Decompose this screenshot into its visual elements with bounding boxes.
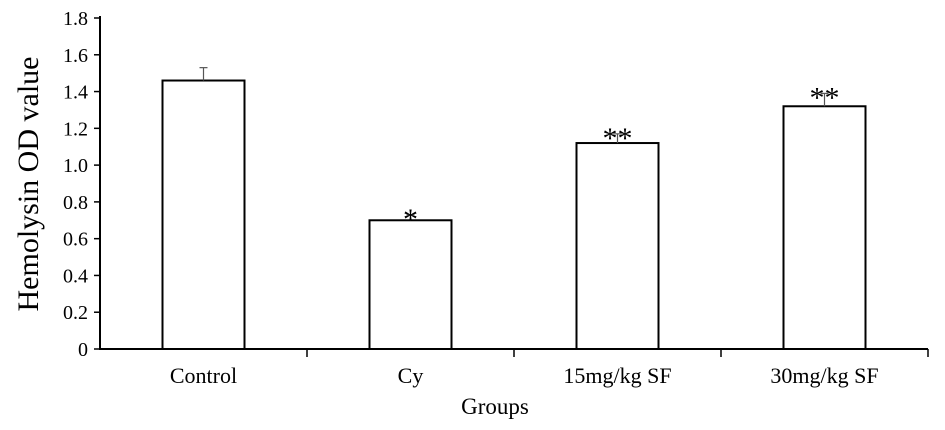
y-tick-label: 0.2 — [63, 302, 88, 324]
x-tick-label: 15mg/kg SF — [563, 363, 671, 388]
x-tick-label: Cy — [398, 363, 424, 388]
bar-control — [161, 79, 246, 351]
y-tick-label: 0.8 — [63, 192, 88, 214]
x-axis-title: Groups — [461, 394, 529, 419]
x-axis: Control Cy 15mg/kg SF 30mg/kg SF — [100, 348, 929, 388]
y-axis-title: Hemolysin OD value — [12, 57, 45, 312]
y-tick-label: 0.6 — [63, 229, 88, 251]
x-tick-label: Control — [170, 363, 237, 388]
x-tick-label: 30mg/kg SF — [770, 363, 878, 388]
y-tick-label: 1.4 — [63, 82, 88, 104]
significance-mark: ** — [603, 122, 633, 155]
bar-30mg-kg-sf — [782, 105, 867, 351]
y-tick-label: 1.6 — [63, 45, 88, 67]
bar-cy — [368, 219, 453, 350]
y-tick-label: 0 — [78, 339, 88, 361]
bar-15mg-kg-sf — [575, 142, 660, 350]
y-tick-label: 1.0 — [63, 155, 88, 177]
y-axis: 0 0.2 0.4 0.6 0.8 1.0 1.2 1.4 1.6 1.8 — [63, 8, 101, 361]
significance-mark: ** — [810, 81, 840, 114]
significance-mark: * — [403, 203, 418, 236]
y-tick-label: 1.2 — [63, 118, 88, 140]
y-tick-label: 1.8 — [63, 8, 88, 30]
bars: ***** — [161, 67, 867, 351]
y-tick-label: 0.4 — [63, 265, 88, 287]
